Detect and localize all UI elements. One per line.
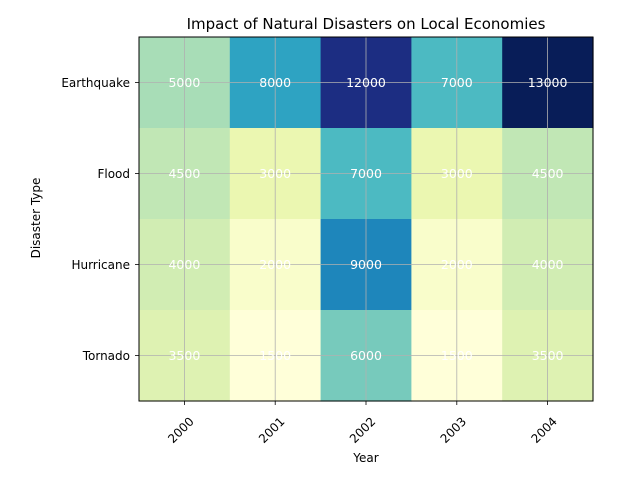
cell-value-label: 6000 [350,348,382,363]
cell-value-label: 7000 [441,75,473,90]
cell-value-label: 3500 [532,348,564,363]
cell-value-label: 4000 [168,257,200,272]
y-tick-label: Tornado [82,349,130,363]
cell-value-label: 1500 [259,348,291,363]
grid-lines [139,37,593,401]
cell-value-label: 4500 [532,166,564,181]
cell-value-label: 12000 [346,75,386,90]
cell-value-label: 13000 [528,75,568,90]
cell-value-label: 2000 [259,257,291,272]
x-tick-label: 2001 [256,414,287,445]
x-tick-label: 2004 [528,414,559,445]
x-axis-label: Year [352,451,378,465]
y-tick-label: Earthquake [61,76,130,90]
cell-value-label: 3500 [168,348,200,363]
y-axis-ticks: Earthquake Flood Hurricane Tornado [61,76,139,363]
cell-value-label: 4500 [168,166,200,181]
cell-value-label: 7000 [350,166,382,181]
cell-value-label: 3000 [259,166,291,181]
y-axis-label: Disaster Type [29,178,43,259]
x-tick-label: 2002 [347,414,378,445]
cell-value-label: 4000 [532,257,564,272]
cell-value-label: 1500 [441,348,473,363]
cell-value-label: 5000 [168,75,200,90]
cell-value-label: 2000 [441,257,473,272]
cell-value-label: 3000 [441,166,473,181]
x-tick-label: 2000 [165,414,196,445]
x-tick-label: 2003 [438,414,469,445]
cell-value-labels: 5000 8000 12000 7000 13000 4500 3000 7000 3000 45… [168,75,567,363]
x-axis-ticks: 2000 2001 2002 2003 2004 [165,401,560,446]
chart-title: Impact of Natural Disasters on Local Eco… [187,15,546,33]
y-tick-label: Flood [97,167,130,181]
cell-value-label: 8000 [259,75,291,90]
y-tick-label: Hurricane [71,258,130,272]
cell-value-label: 9000 [350,257,382,272]
